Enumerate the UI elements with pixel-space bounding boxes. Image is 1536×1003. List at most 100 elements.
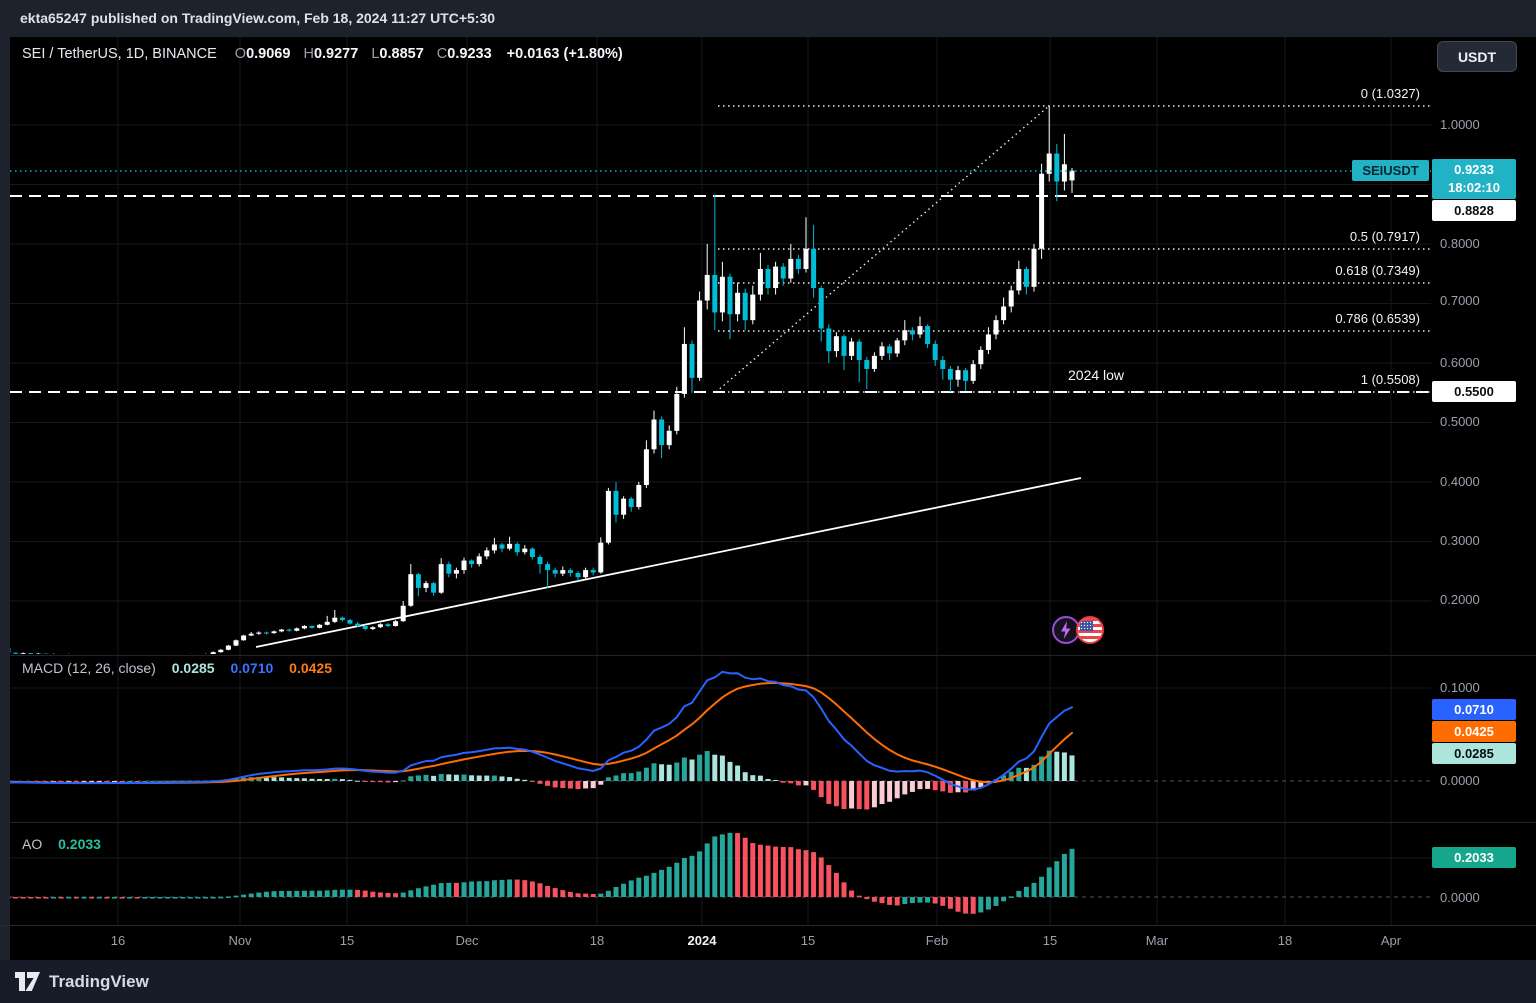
ao-bar [841, 882, 847, 897]
macd-hist-bar [89, 781, 95, 782]
ao-bar [621, 883, 627, 897]
ao-bar [978, 897, 984, 913]
close-value: 0.9233 [447, 46, 492, 62]
macd-hist-bar [879, 781, 885, 805]
ao-bar [43, 897, 49, 899]
macd-hist-bar [841, 781, 847, 810]
macd-legend[interactable]: MACD (12, 26, close) 0.0285 0.0710 0.042… [22, 660, 332, 676]
hline-badge-0.5500: 0.5500 [1432, 381, 1516, 402]
candle-body-up [233, 640, 239, 646]
price-line-symbol-badge[interactable]: SEIUSDT [1352, 160, 1429, 181]
candle-body-down [765, 268, 771, 289]
candle-body-up [20, 653, 26, 654]
candle-body-up [636, 484, 642, 507]
macd-hist-bar [408, 776, 414, 781]
bar-countdown: 18:02:10 [1447, 180, 1501, 195]
ao-bar [1061, 853, 1067, 897]
ao-bar [248, 893, 254, 897]
ao-bar [81, 897, 87, 899]
ao-bar [180, 897, 186, 899]
macd-hist-bar [400, 780, 406, 782]
ao-legend[interactable]: AO 0.2033 [22, 836, 101, 852]
ao-bar [431, 884, 437, 897]
candle-body-down [385, 624, 391, 626]
macd-hist-bar [666, 764, 672, 781]
candle-body-down [1054, 153, 1060, 182]
macd-hist-bar [636, 771, 642, 781]
candle-body-down [795, 258, 801, 269]
time-tick-15: 15 [1042, 933, 1058, 948]
candle-body-up [218, 649, 224, 653]
macd-hist-bar [514, 778, 520, 781]
candle-body-up [400, 605, 406, 622]
candle-body-up [294, 628, 300, 631]
macd-title: MACD [22, 660, 64, 676]
time-tick-Mar: Mar [1145, 933, 1169, 948]
candle-body-up [1016, 268, 1022, 291]
macd-hist-bar [552, 781, 558, 788]
macd-hist-bar [370, 781, 376, 783]
fib-trend-diagonal[interactable] [715, 105, 1050, 393]
ao-title: AO [22, 836, 43, 852]
candle-body-up [697, 300, 703, 378]
close-label: C [436, 46, 448, 62]
fib-label-0.618 (0.7349): 0.618 (0.7349) [1335, 263, 1420, 278]
currency-toggle-button[interactable]: USDT [1437, 41, 1517, 72]
macd-hist-bar [894, 781, 900, 799]
ao-bar [1054, 861, 1060, 897]
time-axis[interactable]: 16 Nov 15 Dec 18 2024 15 Feb 15 Mar 18 Apr [0, 925, 1536, 960]
candle-body-down [887, 346, 893, 354]
candle-body-down [355, 623, 361, 626]
price-axis[interactable]: 0.9233 18:02:10 0.8828 0.5500 1.0000 0.80… [1430, 36, 1536, 655]
ao-bar [666, 866, 672, 897]
macd-tick-0.0000: 0.0000 [1440, 773, 1480, 788]
candle-body-up [666, 430, 672, 446]
ao-bar [96, 897, 102, 899]
ao-bar [636, 877, 642, 897]
price-pane[interactable] [6, 105, 1432, 657]
macd-hist-bar [803, 781, 809, 786]
ao-bar [66, 897, 72, 899]
macd-line [10, 670, 1073, 791]
tradingview-logo-icon [15, 972, 40, 991]
ao-bar [598, 893, 604, 897]
ao-axis[interactable]: 0.0000 0.2033 [1430, 822, 1536, 925]
support-trendline[interactable] [255, 477, 1082, 648]
ao-bar [1016, 890, 1022, 897]
ao-bar [279, 890, 285, 897]
tradingview-brand[interactable]: TradingView [14, 969, 149, 994]
candle-body-up [833, 336, 839, 352]
candle-body-down [963, 370, 969, 381]
macd-hist-bar [529, 781, 535, 782]
time-tick-Apr: Apr [1380, 933, 1402, 948]
ao-bar [10, 897, 11, 899]
macd-hist-bar [1039, 756, 1045, 781]
candle-body-up [522, 548, 528, 553]
ao-bar [803, 850, 809, 897]
ao-pane[interactable] [6, 832, 1432, 914]
macd-hist-bar [590, 781, 596, 789]
ao-bar [317, 890, 323, 897]
time-tick-15: 15 [339, 933, 355, 948]
macd-hist-bar [476, 775, 482, 781]
time-tick-2024: 2024 [687, 933, 717, 948]
us-flag-icon[interactable] [1076, 616, 1104, 644]
candle-body-up [735, 292, 741, 315]
candle-body-up [773, 266, 779, 289]
macd-axis[interactable]: 0.1000 0.0000 0.0710 0.0425 0.0285 [1430, 655, 1536, 822]
ao-bar [28, 897, 34, 899]
macd-hist-bar [507, 777, 513, 781]
symbol-legend[interactable]: SEI / TetherUS, 1D, BINANCE O0.9069 H0.9… [22, 46, 623, 66]
macd-tick-0.1000: 0.1000 [1440, 680, 1480, 695]
candle-body-down [347, 620, 353, 624]
macd-pane[interactable] [6, 670, 1432, 810]
candle-body-down [469, 560, 475, 565]
candle-body-down [727, 276, 733, 315]
ao-bar [461, 882, 467, 897]
ao-bar [909, 897, 915, 904]
ao-bar [438, 883, 444, 897]
change-value: +0.0163 (+1.80%) [506, 46, 623, 62]
ao-bar [476, 881, 482, 897]
candle-body-up [408, 574, 414, 606]
